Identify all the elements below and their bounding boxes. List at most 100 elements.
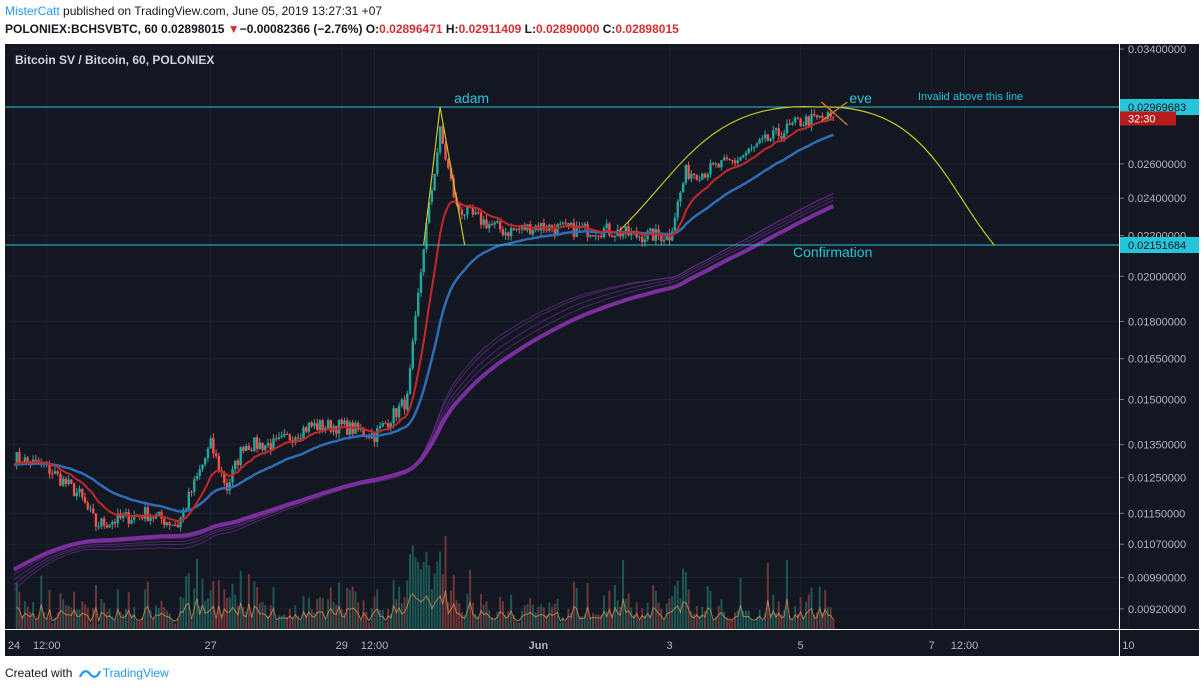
volume-bar xyxy=(15,582,18,629)
candle-body xyxy=(739,157,742,161)
volume-bar xyxy=(794,605,797,629)
volume-bar xyxy=(439,551,442,629)
candle xyxy=(72,482,76,497)
candle xyxy=(597,235,600,241)
candle xyxy=(490,220,494,226)
volume-bar xyxy=(305,613,308,629)
candle xyxy=(728,158,731,161)
price-chart[interactable]: 0.034000000.026000000.024000000.02200000… xyxy=(0,42,1203,658)
volume-bar xyxy=(114,619,117,629)
candle-body xyxy=(736,160,739,163)
candle-body xyxy=(277,437,281,439)
candle xyxy=(512,227,516,231)
candle-body xyxy=(326,420,330,428)
volume-bar xyxy=(469,569,472,629)
candle-body xyxy=(649,228,652,231)
volume-bar xyxy=(474,613,477,629)
candle-body xyxy=(23,457,27,465)
volume-bar xyxy=(813,615,816,629)
volume-bar xyxy=(92,608,95,629)
volume-bar xyxy=(236,605,239,629)
candle xyxy=(739,156,742,162)
volume-bar xyxy=(821,612,824,629)
candle-body xyxy=(496,221,499,223)
volume-bar xyxy=(791,619,794,629)
candle xyxy=(253,437,256,452)
volume-bar xyxy=(400,603,403,629)
candle xyxy=(444,140,447,161)
volume-bar xyxy=(723,611,726,629)
candle-body xyxy=(701,173,704,180)
ema-lines xyxy=(13,118,834,523)
volume-bar xyxy=(226,598,229,629)
candle-body xyxy=(400,399,404,406)
candle xyxy=(397,402,401,421)
volume-bar xyxy=(417,561,420,629)
candle xyxy=(687,161,690,181)
volume-bar xyxy=(198,605,201,629)
volume-bar xyxy=(725,617,728,629)
candle xyxy=(777,123,780,141)
time-axis[interactable] xyxy=(5,630,1119,656)
volume-bar xyxy=(668,598,671,629)
volume-bar xyxy=(204,600,207,629)
candle xyxy=(441,123,445,144)
volume-bar xyxy=(805,601,808,629)
volume-bar xyxy=(455,600,458,629)
candle xyxy=(608,221,611,238)
candle-body xyxy=(373,433,376,443)
ohlc-line: POLONIEX:BCHSVBTC, 60 0.02898015 ▼−0.000… xyxy=(5,22,679,36)
candle-body xyxy=(70,479,73,484)
candle-body xyxy=(56,471,59,474)
candle-body xyxy=(419,272,423,293)
candle xyxy=(504,227,507,241)
candle xyxy=(329,419,333,434)
candle xyxy=(171,524,174,527)
volume-bar xyxy=(581,616,584,629)
volume-bar xyxy=(185,576,188,629)
candle-body xyxy=(116,513,119,524)
candle-body xyxy=(130,519,133,524)
candle xyxy=(531,227,535,237)
volume-bar xyxy=(70,607,73,629)
x-axis-labels: 24 12:00 27 29 12:00 Jun 3 5 7 12:00 10 xyxy=(8,640,1135,652)
candle-body xyxy=(111,521,114,525)
candle-body xyxy=(799,118,802,127)
candle xyxy=(283,428,286,438)
volume-bar xyxy=(646,602,649,629)
volume-bar xyxy=(736,610,739,629)
candle-body xyxy=(785,123,789,134)
author-link[interactable]: MisterCatt xyxy=(5,4,60,18)
volume-bar xyxy=(444,536,447,629)
volume-bar xyxy=(43,612,46,629)
candle-body xyxy=(384,423,387,425)
candle xyxy=(102,516,106,530)
candle-body xyxy=(247,446,251,450)
candle xyxy=(244,443,248,452)
candle xyxy=(810,109,813,132)
candle xyxy=(436,148,439,177)
candle-body xyxy=(266,443,270,446)
candle-body xyxy=(747,148,750,153)
volume-bar xyxy=(37,614,40,629)
candle-body xyxy=(662,239,666,242)
volume-bar xyxy=(365,611,368,629)
volume-bar xyxy=(611,614,614,629)
volume-bar xyxy=(701,606,704,629)
volume-bar xyxy=(381,610,384,629)
candle-body xyxy=(594,235,597,237)
ema-fast-line xyxy=(13,118,834,523)
volume-bar xyxy=(496,611,499,629)
price-axis[interactable] xyxy=(1120,44,1199,629)
candle-body xyxy=(613,236,617,238)
volume-bar xyxy=(518,622,521,629)
candle-body xyxy=(321,420,324,431)
tradingview-link[interactable]: TradingView xyxy=(102,666,169,680)
candle xyxy=(234,460,237,472)
candle-body xyxy=(665,233,668,240)
candle xyxy=(466,205,469,219)
candle-body xyxy=(190,491,193,493)
candle xyxy=(479,208,483,229)
plot-area[interactable] xyxy=(5,44,1119,629)
volume-bar xyxy=(299,620,302,629)
